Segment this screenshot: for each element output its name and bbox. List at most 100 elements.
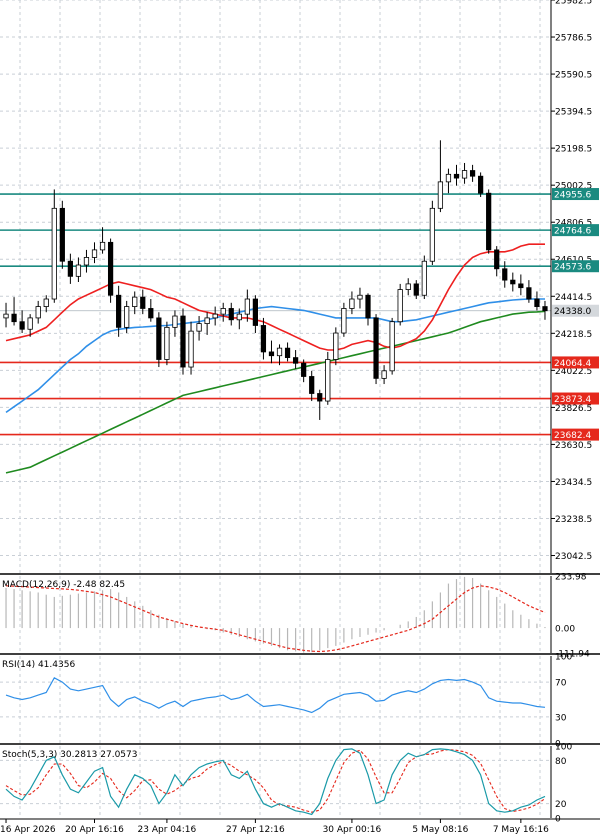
candle-body[interactable] (486, 192, 492, 251)
candle-body[interactable] (461, 170, 468, 179)
candle-body[interactable] (116, 294, 122, 328)
candle-body[interactable] (413, 283, 419, 296)
candle-body[interactable] (534, 298, 540, 307)
rsi-pane[interactable]: 10070300RSI(14) 41.4356 (0, 653, 600, 750)
time-axis: 16 Apr 2026 20 Apr 16:16 23 Apr 04:16 27 Ap… (0, 819, 549, 835)
rsi-tick-label: 30 (555, 713, 567, 723)
candle-body[interactable] (325, 359, 331, 402)
candle-body[interactable] (268, 351, 275, 357)
candle-body[interactable] (469, 170, 476, 177)
candle-body[interactable] (518, 283, 524, 289)
candle-body[interactable] (309, 376, 315, 394)
candle-body[interactable] (3, 313, 9, 319)
candle-body[interactable] (164, 326, 170, 360)
macd-pane[interactable]: 233.980.00-111.94MACD(12,26,9) -2.48 82.… (0, 573, 600, 660)
candle-body[interactable] (204, 317, 210, 324)
resistance-level-label: 24764.6 (554, 227, 591, 237)
price-tick-label: 24022.5 (555, 367, 592, 377)
candle-body[interactable] (132, 296, 138, 307)
support-level-label: 24064.4 (554, 359, 591, 369)
candle-body[interactable] (502, 268, 508, 281)
price-pane[interactable]: 25982.5 25786.5 25590.5 25394.5 25198.5 25002… (0, 0, 600, 575)
candle-body[interactable] (11, 313, 17, 323)
time-tick-label: 27 Apr 12:16 (226, 825, 285, 835)
candle-body[interactable] (188, 330, 194, 368)
candle-body[interactable] (228, 308, 234, 321)
candle-body[interactable] (260, 325, 267, 353)
candle-body[interactable] (148, 308, 154, 319)
macd-tick-label: 0.00 (555, 625, 575, 635)
candle-body[interactable] (453, 173, 460, 179)
price-tick-label: 25394.5 (555, 108, 592, 118)
support-level-badge (552, 428, 599, 441)
current-price-label: 24338.0 (554, 307, 591, 317)
candle-body[interactable] (405, 283, 411, 290)
price-tick-label: 25982.5 (555, 0, 592, 7)
candle-body[interactable] (437, 181, 444, 209)
candle-body[interactable] (212, 313, 218, 319)
candle-body[interactable] (365, 294, 371, 319)
candle-body[interactable] (357, 294, 363, 300)
candle-body[interactable] (510, 279, 516, 285)
candle-body[interactable] (107, 241, 114, 296)
candle-body[interactable] (301, 362, 307, 377)
candle-body[interactable] (429, 207, 435, 262)
macd-signal-line (5, 585, 546, 653)
candle-body[interactable] (389, 321, 395, 372)
candle-body[interactable] (494, 249, 500, 270)
candle-body[interactable] (349, 298, 355, 309)
candle-body[interactable] (445, 173, 452, 183)
candle-body[interactable] (292, 357, 299, 364)
candle-body[interactable] (397, 289, 403, 323)
stoch-signal-line (5, 749, 546, 813)
candle-body[interactable] (244, 298, 250, 315)
candle-body[interactable] (27, 317, 33, 330)
candle-body[interactable] (284, 347, 291, 358)
stoch-pane[interactable]: 10080200Stoch(5,3,3) 30.2813 27.0573 (0, 743, 600, 825)
candle-body[interactable] (91, 249, 98, 258)
rsi-label: RSI(14) 41.4356 (2, 660, 75, 670)
price-tick-label: 23826.5 (555, 404, 592, 414)
resistance-level-badge (552, 188, 599, 201)
stoch-tick-label: 20 (555, 800, 567, 810)
candle-body[interactable] (180, 315, 186, 368)
candle-body[interactable] (196, 323, 202, 332)
candle-body[interactable] (478, 175, 484, 194)
candle-body[interactable] (220, 308, 226, 315)
support-level-label: 23873.4 (554, 395, 591, 405)
candle-body[interactable] (317, 393, 323, 402)
moving-average-green (5, 310, 546, 474)
candle-body[interactable] (19, 321, 25, 330)
candle-body[interactable] (542, 306, 548, 312)
candle-body[interactable] (83, 257, 90, 266)
price-tick-label: 23434.5 (555, 478, 592, 488)
time-tick-label: 5 May 08:16 (412, 825, 468, 835)
candle-body[interactable] (124, 306, 130, 328)
candle-body[interactable] (333, 332, 339, 360)
candle-body[interactable] (156, 317, 162, 360)
candle-body[interactable] (51, 207, 57, 300)
macd-tick-label: 233.98 (555, 573, 587, 583)
candle-body[interactable] (67, 260, 73, 277)
candle-body[interactable] (59, 207, 65, 262)
moving-average-red (5, 243, 545, 351)
candle-body[interactable] (252, 298, 259, 326)
candle-body[interactable] (236, 313, 242, 321)
candle-body[interactable] (43, 298, 49, 307)
candle-body[interactable] (140, 296, 146, 309)
candle-body[interactable] (526, 287, 532, 300)
time-tick-label: 30 Apr 00:16 (323, 825, 382, 835)
candle-body[interactable] (341, 308, 347, 334)
candle-body[interactable] (276, 347, 283, 357)
candle-body[interactable] (75, 264, 82, 277)
candle-body[interactable] (381, 370, 387, 379)
candle-body[interactable] (35, 306, 41, 319)
candle-body[interactable] (421, 260, 427, 296)
price-tick-label: 25198.5 (555, 145, 592, 155)
resistance-level-label: 24955.6 (554, 191, 591, 201)
candle-body[interactable] (172, 315, 178, 328)
candle-body[interactable] (373, 317, 379, 379)
candle-body[interactable] (99, 241, 106, 251)
resistance-level-label: 24573.6 (554, 263, 591, 273)
